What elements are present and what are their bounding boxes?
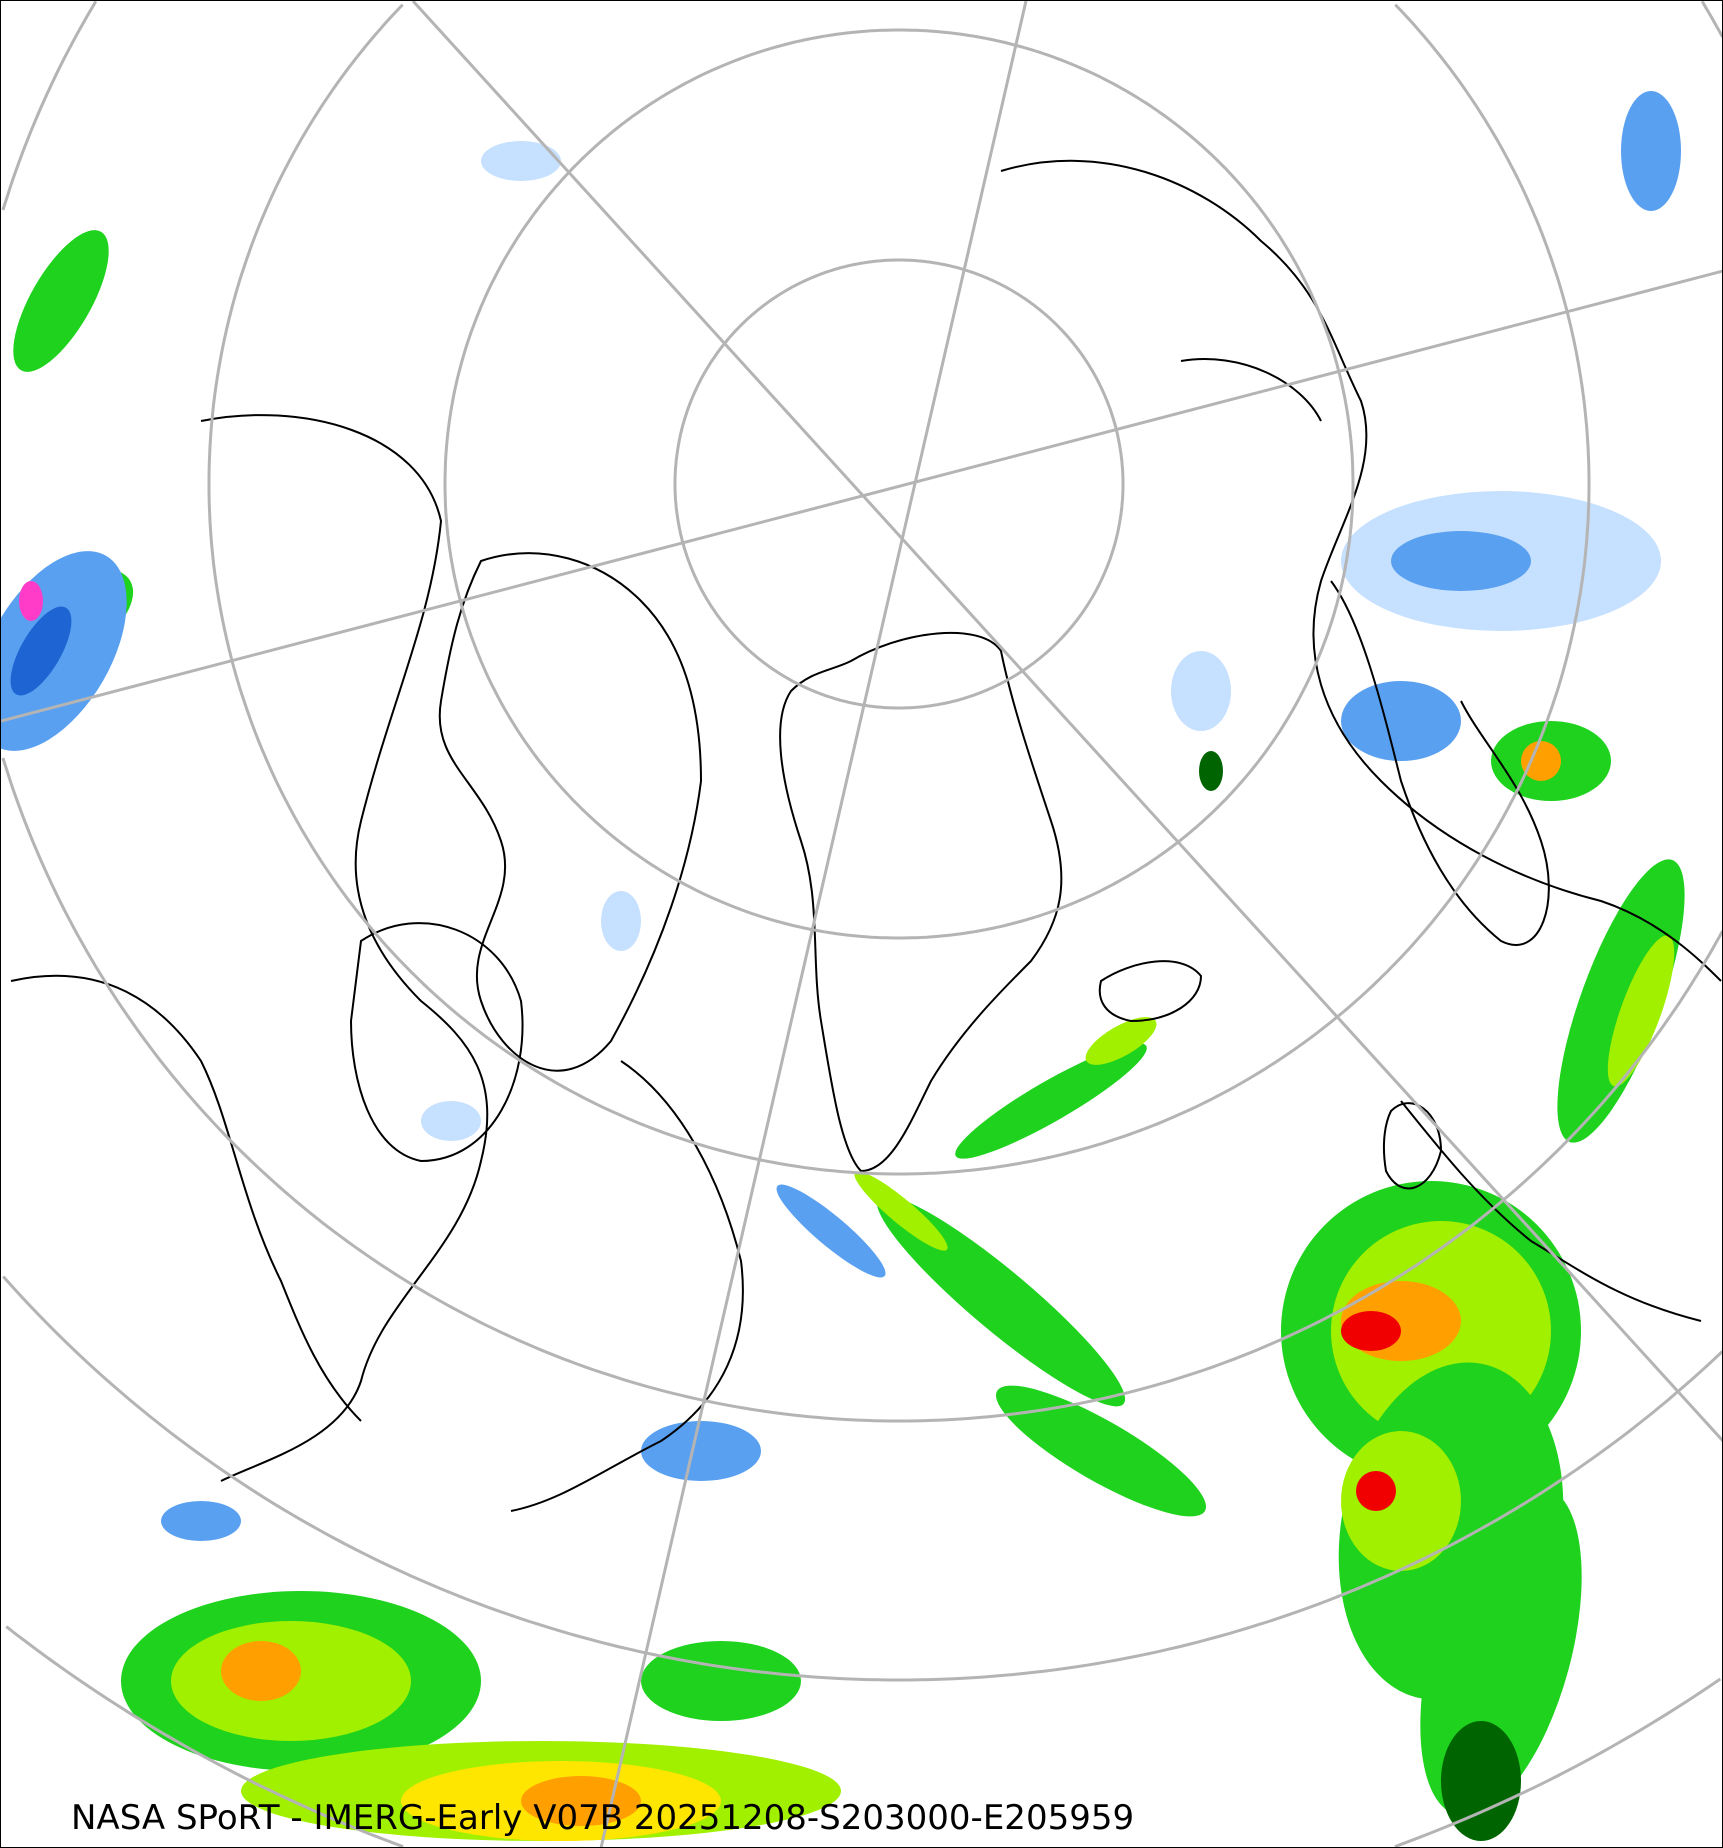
latitude-circle [5, 1625, 404, 1847]
precipitation-area [1607, 935, 1675, 1087]
precipitation-area [601, 891, 641, 951]
precipitation-area [1171, 651, 1231, 731]
precipitation-area [1557, 859, 1685, 1143]
latitude-circle [207, 3, 1591, 1176]
meridian-line [411, 1, 1722, 1443]
precipitation-area [1521, 741, 1561, 781]
latitude-circle [1394, 3, 1591, 484]
greenland-outline [779, 631, 1063, 1173]
meridian-line [1, 269, 1722, 723]
precipitation-area [1621, 91, 1681, 211]
precipitation-area [1199, 751, 1223, 791]
precipitation-area [421, 1101, 481, 1141]
latitude-circle [1394, 1677, 1722, 1847]
meridian-line [599, 1, 1028, 1847]
precipitation-area [13, 230, 109, 372]
precipitation-area [641, 1641, 801, 1721]
latitude-circle [1, 757, 1722, 1423]
precipitation-area [19, 581, 43, 621]
precipitation-area [10, 606, 72, 696]
precipitation-area [221, 1641, 301, 1701]
latitude-circle [1700, 1, 1722, 38]
precipitation-area [1341, 681, 1461, 761]
latitude-circle [2, 1275, 1722, 1682]
precipitation-area [481, 141, 561, 181]
precipitation-area [854, 1171, 948, 1251]
precipitation-area [996, 1385, 1206, 1517]
precipitation-area [1356, 1471, 1396, 1511]
coastline-layer [10, 159, 1722, 1512]
precipitation-area [955, 1043, 1147, 1159]
scandinavia-outline [1330, 580, 1550, 946]
precipitation-area [161, 1501, 241, 1541]
map-caption: NASA SPoRT - IMERG-Early V07B 20251208-S… [71, 1798, 1135, 1838]
eurasia-outline [1000, 159, 1722, 1322]
canadian-archipelago-outline [438, 552, 703, 1072]
precipitation-area [1341, 1431, 1461, 1571]
latitude-circle [1, 1, 98, 211]
hudson-bay-outline [349, 922, 524, 1163]
precipitation-area [1441, 1721, 1521, 1841]
precipitation-area [641, 1421, 761, 1481]
precipitation-layer [1, 91, 1685, 1841]
precipitation-area [1391, 531, 1531, 591]
precipitation-area [1341, 1311, 1401, 1351]
precipitation-area [1085, 1017, 1157, 1065]
labrador-outline [510, 1060, 744, 1512]
latitude-circle [443, 28, 1355, 940]
precipitation-area [776, 1184, 886, 1278]
precipitation-area [521, 1776, 641, 1826]
latitude-circle [673, 258, 1125, 710]
iceland-outline [1098, 960, 1203, 1023]
